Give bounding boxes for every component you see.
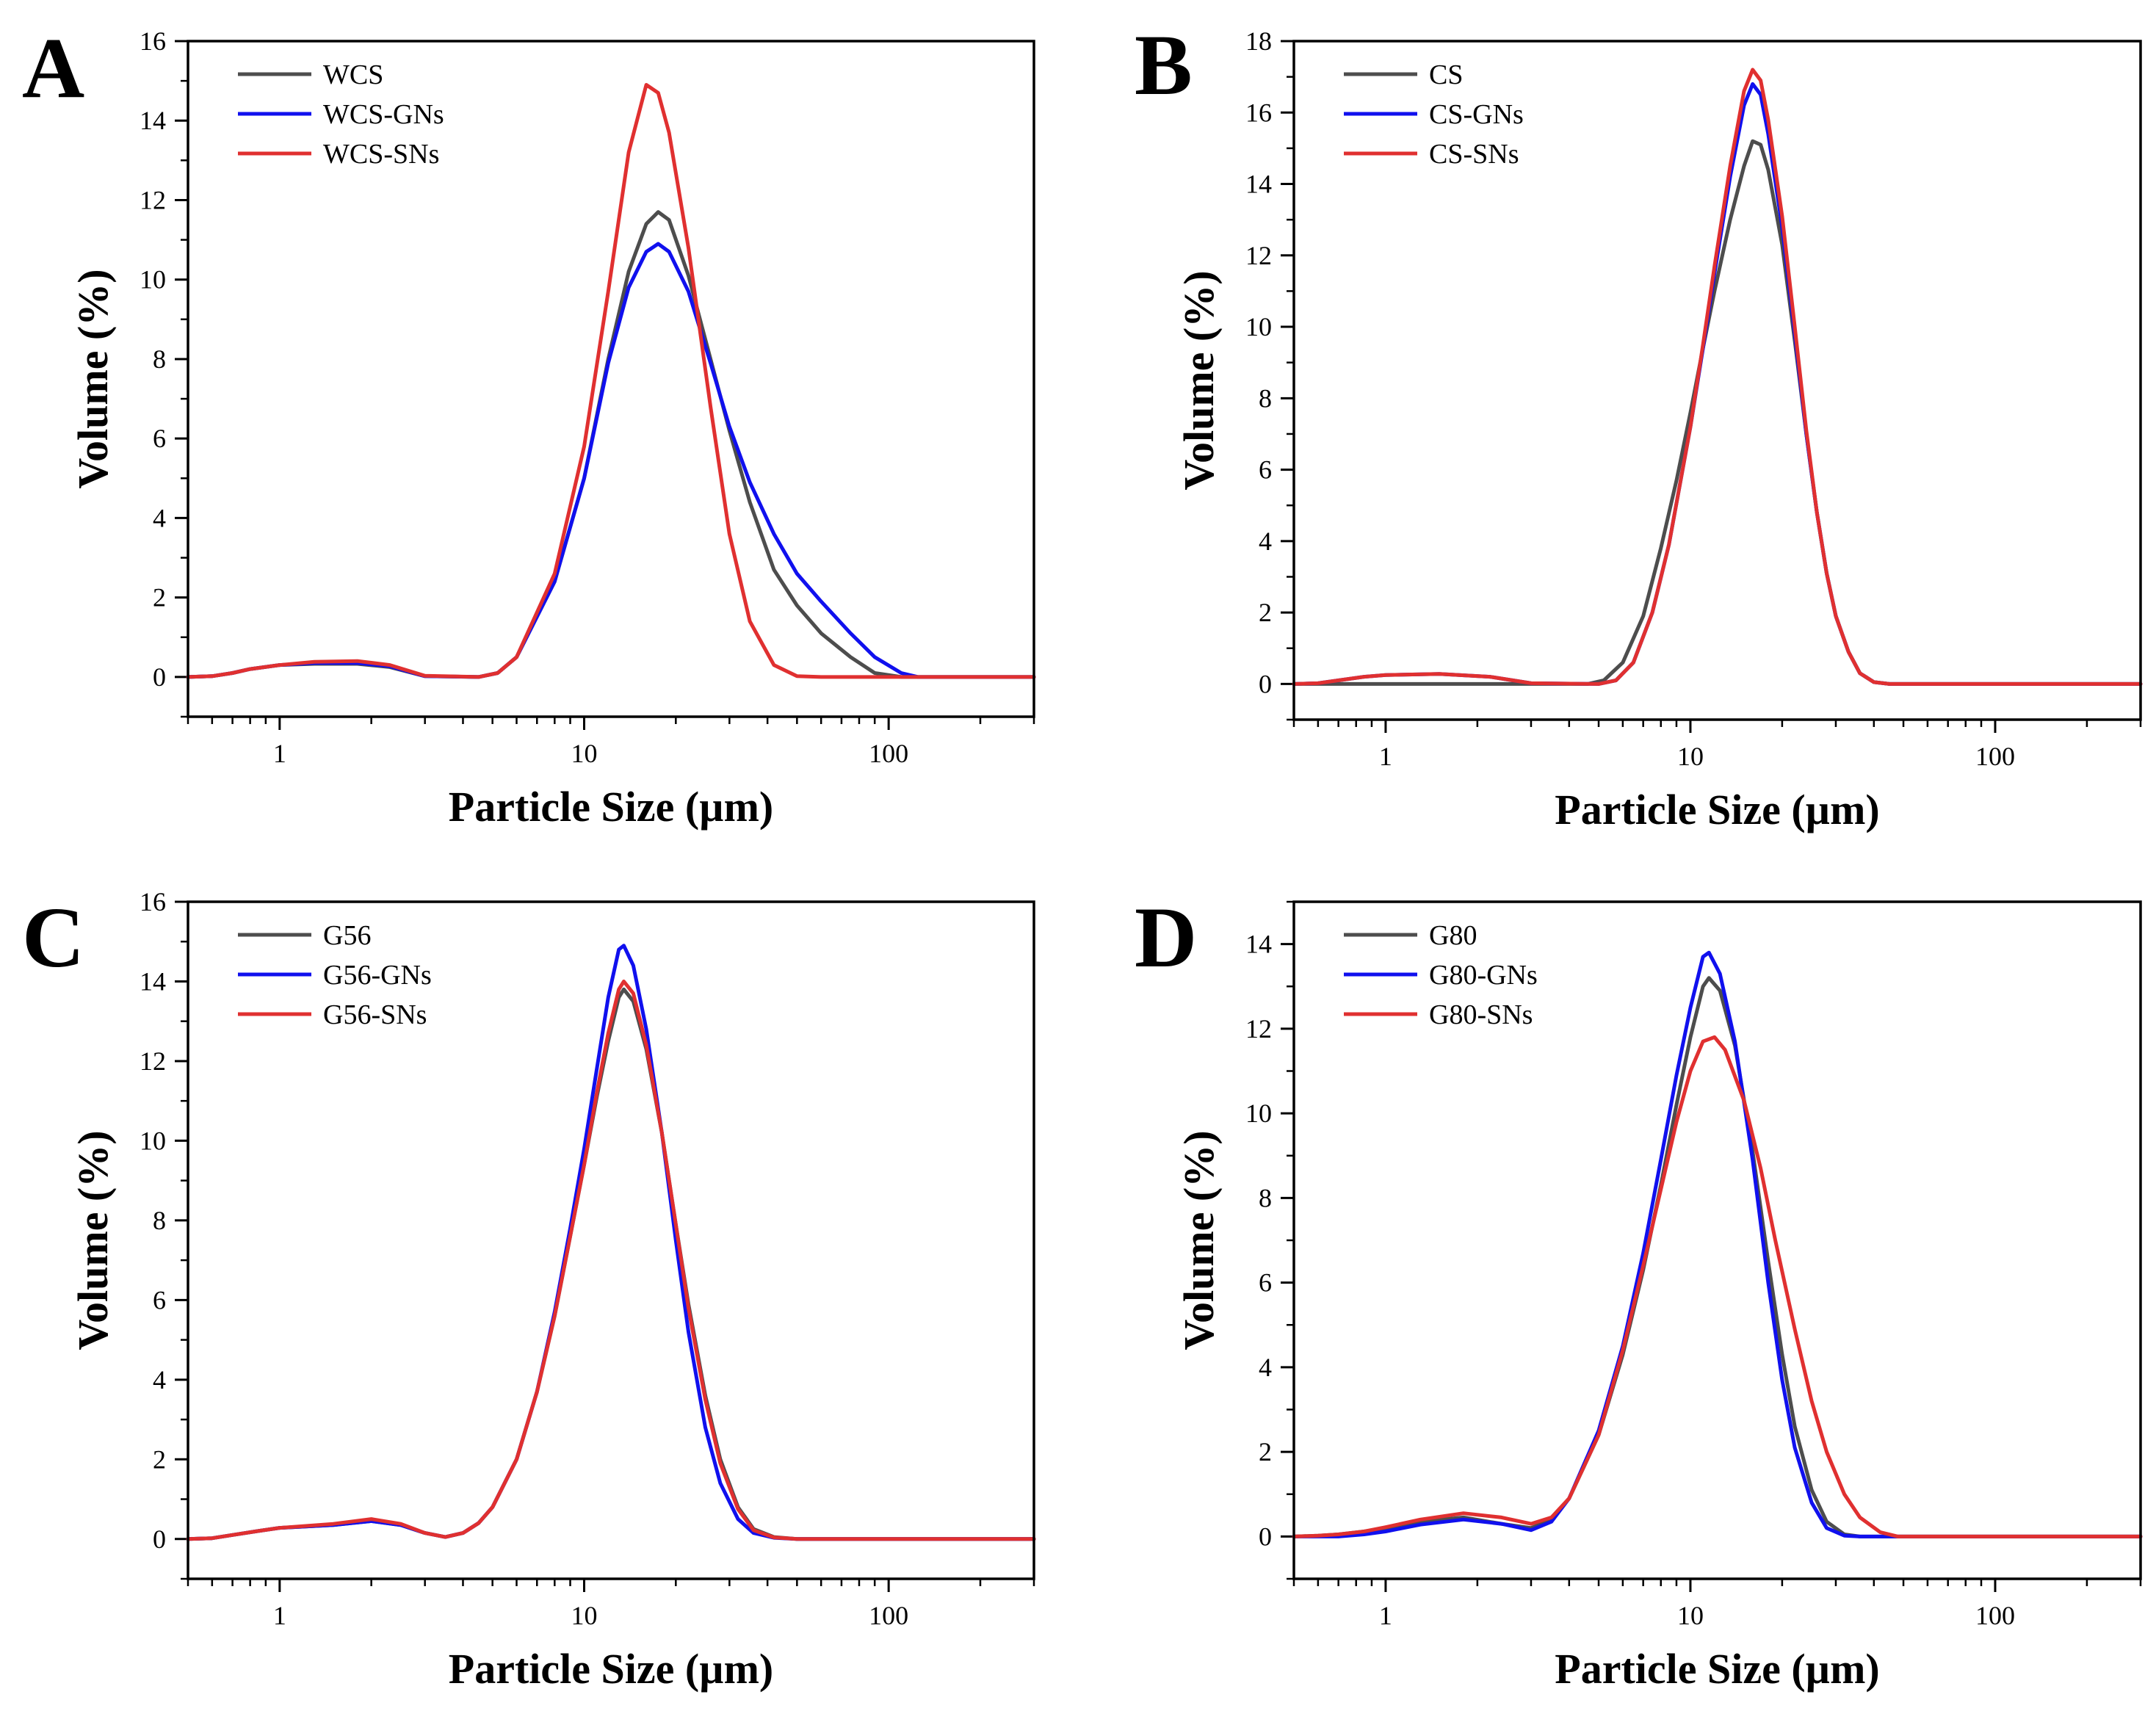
x-tick-label: 1 xyxy=(1379,742,1392,771)
plot-frame xyxy=(187,40,1035,718)
y-tick-label: 6 xyxy=(1259,1268,1272,1298)
y-tick-label: 12 xyxy=(140,185,166,214)
y-tick-label: 0 xyxy=(1259,669,1272,698)
y-tick-label: 8 xyxy=(1259,1183,1272,1212)
y-tick-label: 16 xyxy=(140,26,166,56)
legend-label: G56-SNs xyxy=(323,999,427,1030)
y-axis-title: Volume (%) xyxy=(1175,270,1223,490)
y-tick-label: 0 xyxy=(1259,1522,1272,1551)
y-tick-label: 6 xyxy=(153,424,166,453)
x-axis-title: Particle Size (µm) xyxy=(1555,786,1879,833)
x-axis-title: Particle Size (µm) xyxy=(449,783,773,831)
y-tick-label: 18 xyxy=(1245,26,1272,56)
x-tick-label: 10 xyxy=(1677,1601,1704,1630)
plot-frame xyxy=(187,900,1035,1580)
series-line-g80-sns xyxy=(1292,1035,2143,1538)
y-tick-label: 10 xyxy=(1245,312,1272,341)
y-tick-label: 6 xyxy=(153,1285,166,1314)
y-axis-title: Volume (%) xyxy=(69,1130,117,1350)
y-axis-title: Volume (%) xyxy=(69,269,117,488)
y-tick-label: 14 xyxy=(140,966,166,996)
y-tick-label: 12 xyxy=(140,1046,166,1076)
x-tick-label: 100 xyxy=(869,739,908,768)
x-tick-label: 1 xyxy=(273,1601,286,1630)
panel-letter: B xyxy=(1135,17,1193,113)
y-tick-label: 14 xyxy=(140,106,166,135)
y-tick-label: 12 xyxy=(1245,1014,1272,1043)
series-line-cs-gns xyxy=(1292,82,2143,686)
x-tick-label: 10 xyxy=(1677,742,1704,771)
x-tick-label: 1 xyxy=(1379,1601,1392,1630)
series-line-wcs-gns xyxy=(186,242,1036,679)
y-tick-label: 14 xyxy=(1245,930,1272,959)
y-tick-label: 4 xyxy=(1259,527,1272,556)
x-tick-label: 100 xyxy=(1975,742,2015,771)
y-tick-label: 4 xyxy=(1259,1353,1272,1382)
series-line-cs xyxy=(1292,139,2143,686)
legend-label: CS-SNs xyxy=(1429,139,1519,170)
series-line-g56 xyxy=(186,987,1036,1541)
y-tick-label: 2 xyxy=(1259,598,1272,627)
panel-c: C 0 2 4 6 8 10 12 14 16 1 10 100 Particle Size (µm) Vo… xyxy=(22,887,1036,1693)
x-tick-label: 1 xyxy=(273,739,286,768)
panel-b: B 0 2 4 6 8 10 12 14 16 18 1 10 100 Particle Size (µm)… xyxy=(1135,17,2143,833)
y-tick-label: 10 xyxy=(140,1126,166,1155)
y-tick-label: 10 xyxy=(1245,1099,1272,1128)
y-tick-label: 2 xyxy=(1259,1437,1272,1466)
legend-label: CS-GNs xyxy=(1429,99,1524,130)
y-tick-label: 0 xyxy=(153,662,166,692)
legend-label: WCS xyxy=(323,59,383,90)
y-tick-label: 16 xyxy=(1245,98,1272,127)
y-tick-label: 4 xyxy=(153,503,166,532)
series-line-wcs-sns xyxy=(186,83,1036,679)
panel-letter: C xyxy=(22,889,84,985)
series-line-g80 xyxy=(1292,976,2143,1538)
legend-label: G56-GNs xyxy=(323,960,432,991)
y-tick-label: 16 xyxy=(140,887,166,916)
plot-frame xyxy=(1292,40,2142,721)
x-tick-label: 100 xyxy=(869,1601,908,1630)
y-tick-label: 12 xyxy=(1245,241,1272,270)
y-tick-label: 14 xyxy=(1245,170,1272,199)
panel-letter: D xyxy=(1135,889,1197,985)
legend-label: G80-GNs xyxy=(1429,960,1538,991)
x-axis-title: Particle Size (µm) xyxy=(449,1645,773,1693)
panel-letter: A xyxy=(22,20,84,116)
legend-label: CS xyxy=(1429,59,1463,90)
y-tick-label: 4 xyxy=(153,1365,166,1395)
y-tick-label: 6 xyxy=(1259,455,1272,485)
x-tick-label: 100 xyxy=(1975,1601,2015,1630)
series-line-g56-sns xyxy=(186,980,1036,1541)
x-tick-label: 10 xyxy=(571,739,597,768)
panel-d: D 0 2 4 6 8 10 12 14 1 10 100 Particle Size (µm) Volu… xyxy=(1135,889,2143,1693)
y-tick-label: 2 xyxy=(153,583,166,612)
panel-a: A 0 2 4 6 8 10 12 14 16 1 10 100 Particle Size (µm) Vo… xyxy=(22,20,1036,831)
series-line-cs-sns xyxy=(1292,68,2143,686)
y-tick-label: 8 xyxy=(1259,383,1272,413)
legend-label: WCS-GNs xyxy=(323,99,444,130)
y-tick-label: 8 xyxy=(153,344,166,374)
series-line-g80-gns xyxy=(1292,950,2143,1538)
legend-label: G80-SNs xyxy=(1429,999,1533,1030)
plot-frame xyxy=(1292,900,2142,1580)
legend-label: G56 xyxy=(323,920,371,951)
y-tick-label: 2 xyxy=(153,1444,166,1474)
x-axis-title: Particle Size (µm) xyxy=(1555,1645,1879,1693)
legend-label: G80 xyxy=(1429,920,1477,951)
legend-label: WCS-SNs xyxy=(323,139,439,170)
y-axis-title: Volume (%) xyxy=(1175,1130,1223,1350)
y-tick-label: 10 xyxy=(140,265,166,294)
y-tick-label: 0 xyxy=(153,1524,166,1554)
y-tick-label: 8 xyxy=(153,1206,166,1235)
x-tick-label: 10 xyxy=(571,1601,597,1630)
